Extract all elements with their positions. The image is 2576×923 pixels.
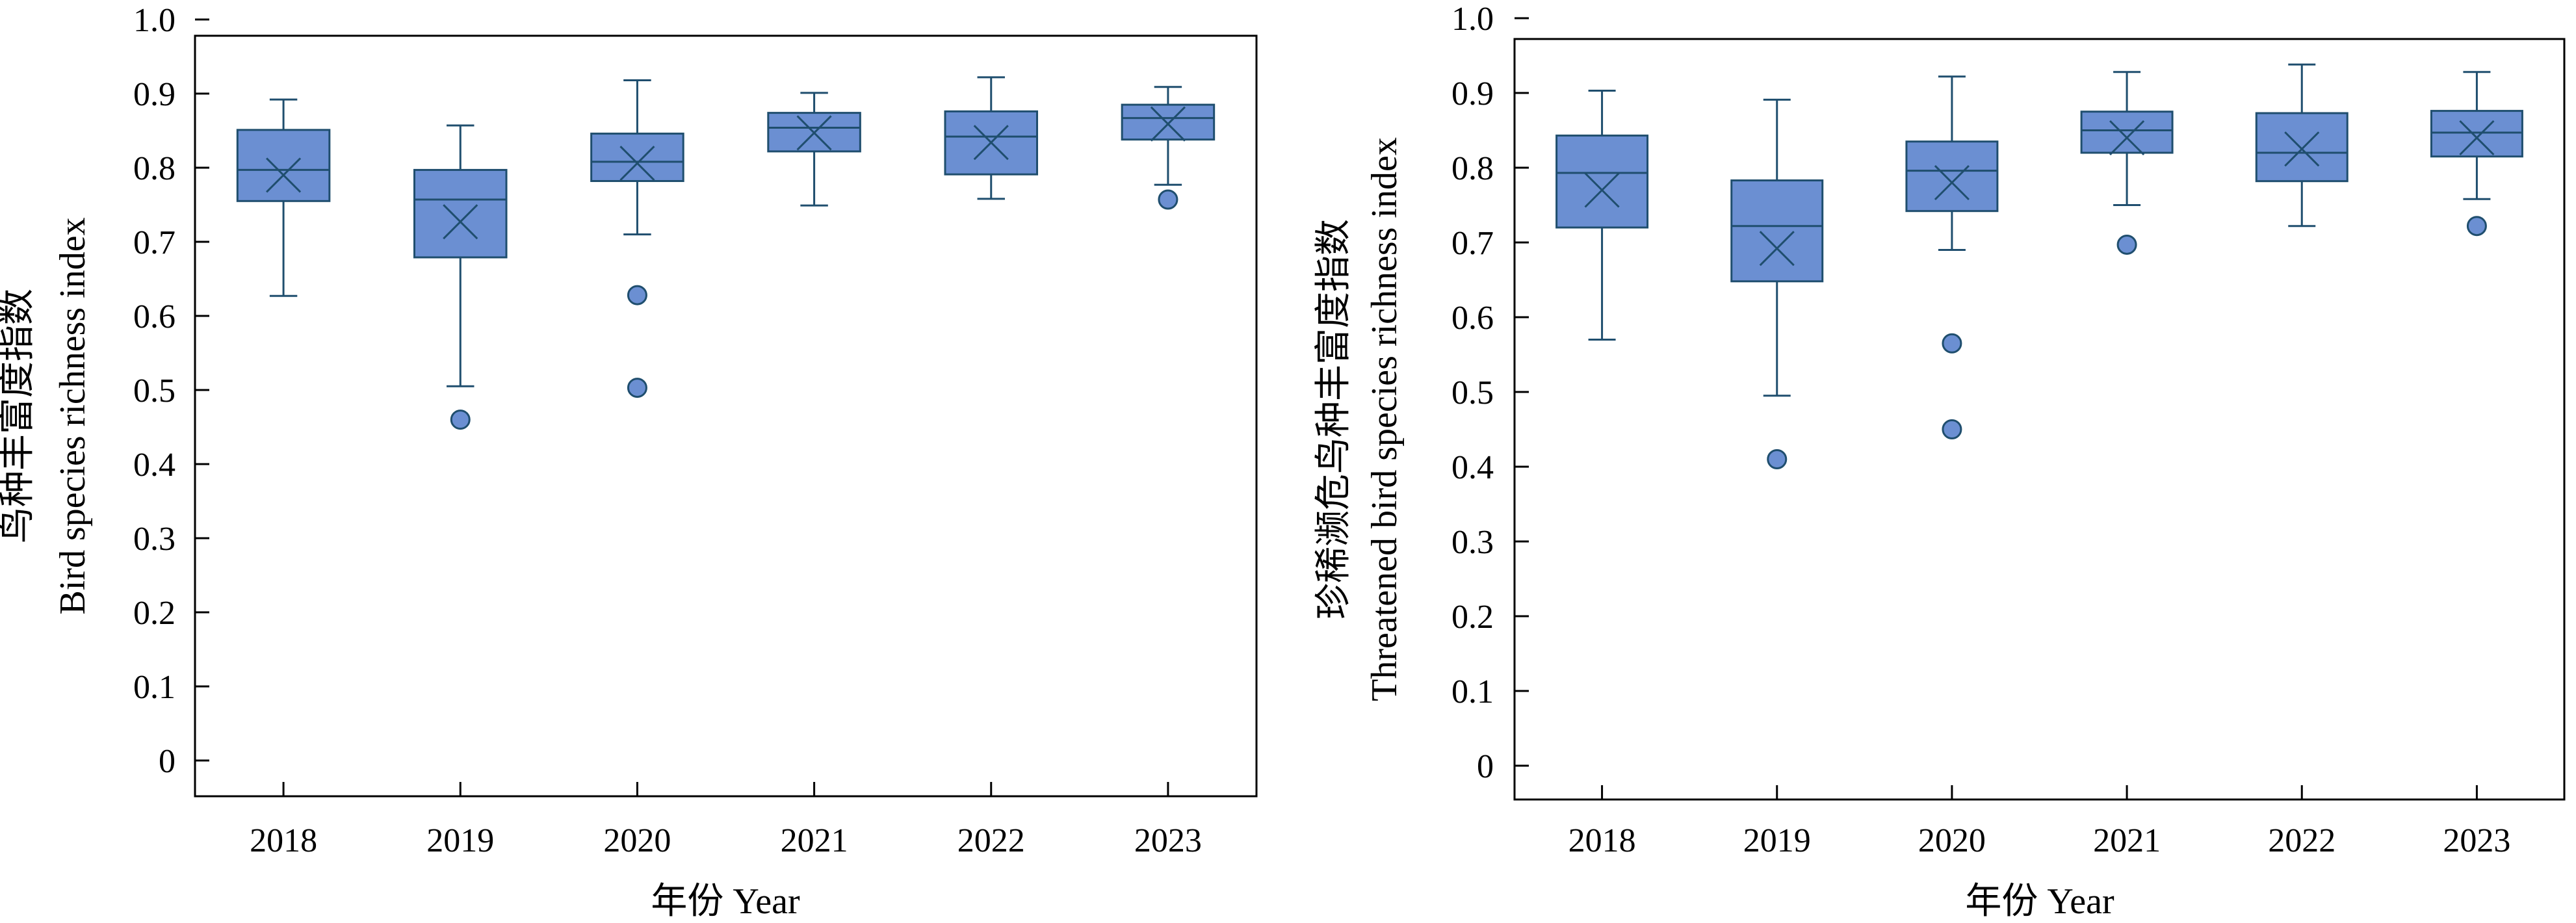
- outlier-point: [1942, 419, 1962, 439]
- box-2020: [590, 79, 684, 398]
- x-tick-label: 2018: [250, 822, 317, 859]
- mean-marker: [2284, 131, 2320, 167]
- x-tick-label: 2019: [426, 822, 494, 859]
- y-ticks: 0 0.1 0.2 0.3 0.4 0.5 0.6 0.7 0.8 0.9 1.0: [1451, 1, 1529, 785]
- y-ticks: 0 0.1 0.2 0.3 0.4 0.5 0.6 0.7 0.8 0.9 1.0: [133, 2, 209, 780]
- mean-marker: [443, 204, 478, 240]
- iqr-box: [1730, 179, 1824, 283]
- mean-marker: [973, 125, 1009, 161]
- x-tick-label: 2018: [1568, 822, 1636, 859]
- iqr-box: [2255, 112, 2348, 183]
- x-tick-label: 2023: [1134, 822, 1202, 859]
- mean-marker: [619, 146, 655, 181]
- outlier-point: [1942, 333, 1962, 354]
- x-tick-label: 2020: [1918, 822, 1986, 859]
- outlier-point: [1158, 189, 1178, 210]
- y-tick-label: 0.1: [133, 669, 176, 706]
- iqr-box: [1121, 103, 1216, 141]
- y-tick-label: 0.9: [133, 76, 176, 113]
- mean-marker: [266, 157, 302, 193]
- y-tick-label: 0: [159, 743, 176, 780]
- boxes: [1555, 63, 2523, 469]
- y-tick-label: 0.9: [1451, 75, 1494, 112]
- box-2023: [2430, 71, 2523, 237]
- y-tick-label: 0.8: [133, 150, 176, 187]
- box-2022: [944, 76, 1039, 200]
- outlier-point: [2116, 234, 2137, 255]
- y-tick-label: 0.2: [1451, 599, 1494, 636]
- outlier-point: [2466, 216, 2487, 237]
- box-2021: [767, 92, 861, 207]
- iqr-box: [2430, 110, 2523, 158]
- y-tick-label: 0: [1477, 748, 1494, 785]
- y-tick-label: 0.3: [133, 521, 176, 558]
- plot-frame: [194, 34, 1258, 798]
- x-tick-label: 2022: [957, 822, 1025, 859]
- x-tick-label: 2020: [603, 822, 671, 859]
- box-2023: [1121, 86, 1216, 210]
- box-2020: [1905, 75, 1999, 439]
- bird-richness-chart: 0 0.1 0.2 0.3 0.4 0.5 0.6 0.7 0.8 0.9 1.0 2018 2019…: [0, 2, 1258, 922]
- x-tick-label: 2021: [781, 822, 848, 859]
- y-tick-label: 0.3: [1451, 524, 1494, 561]
- mean-marker: [2109, 120, 2145, 156]
- y-tick-label: 0.8: [1451, 150, 1494, 187]
- x-tick-label: 2022: [2268, 822, 2335, 859]
- mean-marker: [2459, 120, 2495, 156]
- box-2018: [236, 98, 331, 297]
- x-ticks: 2018 2019 2020 2021 2022 2023: [1568, 785, 2510, 859]
- x-tick-label: 2019: [1743, 822, 1811, 859]
- y-tick-label: 0.5: [133, 372, 176, 410]
- iqr-box: [2080, 110, 2174, 154]
- y-axis-label-en: Bird species richness index: [53, 217, 93, 614]
- iqr-box: [413, 168, 508, 259]
- outlier-point: [1767, 449, 1788, 469]
- left-chart: 0 0.1 0.2 0.3 0.4 0.5 0.6 0.7 0.8 0.9 1.0 2018 2019…: [0, 0, 1287, 923]
- x-axis-label: 年份 Year: [1965, 881, 2114, 922]
- y-axis-label-en: Threatened bird species richness index: [1364, 137, 1405, 701]
- outlier-point: [450, 410, 471, 430]
- x-axis-label: 年份 Year: [651, 881, 800, 922]
- mean-marker: [1759, 231, 1795, 266]
- x-tick-label: 2021: [2093, 822, 2161, 859]
- y-tick-label: 0.4: [1451, 449, 1494, 486]
- iqr-box: [236, 129, 331, 202]
- y-tick-label: 1.0: [133, 2, 176, 39]
- y-tick-label: 1.0: [1451, 1, 1494, 38]
- boxes: [236, 76, 1216, 430]
- box-2022: [2255, 63, 2348, 228]
- mean-marker: [796, 115, 832, 151]
- iqr-box: [1555, 135, 1649, 229]
- right-chart: 0 0.1 0.2 0.3 0.4 0.5 0.6 0.7 0.8 0.9 1.0 2018 2019…: [1287, 0, 2576, 923]
- box-2021: [2080, 71, 2174, 255]
- iqr-box: [1905, 140, 1999, 213]
- box-2019: [1730, 98, 1824, 469]
- box-2019: [413, 124, 508, 430]
- y-tick-label: 0.7: [133, 224, 176, 261]
- y-axis-label-cn: 鸟种丰富度指数: [0, 289, 38, 543]
- threatened-bird-richness-chart: 0 0.1 0.2 0.3 0.4 0.5 0.6 0.7 0.8 0.9 1.0 2018 2019…: [1314, 1, 2566, 922]
- y-tick-label: 0.1: [1451, 673, 1494, 710]
- box-2018: [1555, 90, 1649, 341]
- y-tick-label: 0.7: [1451, 225, 1494, 262]
- mean-marker: [1584, 172, 1620, 208]
- y-tick-label: 0.5: [1451, 374, 1494, 411]
- iqr-box: [590, 133, 684, 183]
- plot-frame: [1513, 38, 2566, 801]
- y-tick-label: 0.6: [133, 298, 176, 335]
- mean-marker: [1934, 164, 1970, 201]
- outlier-point: [627, 285, 647, 306]
- outlier-point: [627, 378, 647, 398]
- y-tick-label: 0.4: [133, 447, 176, 484]
- mean-marker: [1150, 106, 1186, 142]
- y-axis-label-cn: 珍稀濒危鸟种丰富度指数: [1314, 219, 1354, 619]
- x-ticks: 2018 2019 2020 2021 2022 2023: [250, 782, 1202, 859]
- x-tick-label: 2023: [2443, 822, 2510, 859]
- y-tick-label: 0.6: [1451, 300, 1494, 337]
- y-tick-label: 0.2: [133, 595, 176, 632]
